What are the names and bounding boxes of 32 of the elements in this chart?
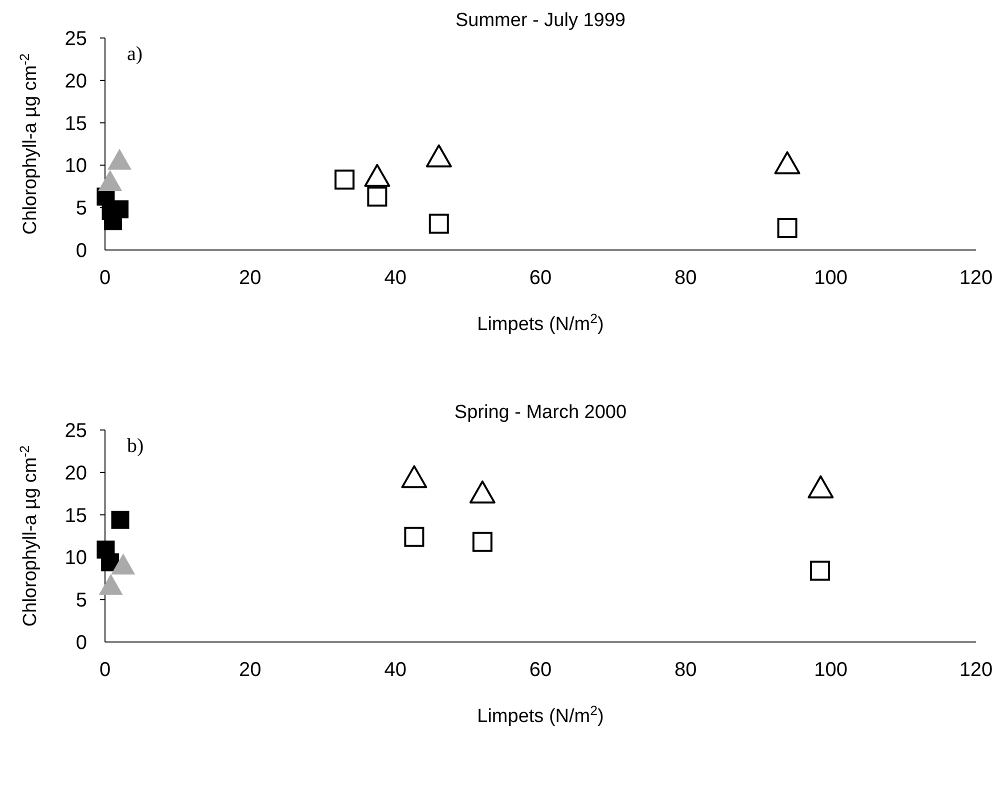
x-tick-label: 100 (814, 659, 848, 681)
x-tick-label: 120 (959, 267, 993, 289)
y-tick-label: 25 (64, 28, 87, 50)
x-axis-title: Limpets (N/m$^{2}$) (477, 310, 604, 335)
y-tick-label: 20 (64, 70, 87, 92)
chart-title: Summer - July 1999 (455, 10, 626, 31)
y-tick-label: 5 (76, 590, 87, 612)
y-tick-label: 10 (64, 547, 87, 570)
x-tick-label: 0 (99, 267, 111, 289)
x-tick-label: 0 (99, 659, 111, 681)
y-tick-label: 15 (64, 504, 87, 527)
x-tick-label: 80 (674, 267, 697, 289)
y-tick-label: 25 (64, 420, 87, 442)
x-tick-label: 20 (239, 267, 262, 289)
x-tick-label: 100 (814, 267, 848, 289)
x-tick-label: 120 (959, 659, 993, 681)
x-tick-label: 40 (384, 267, 406, 289)
annotation: b) (127, 435, 144, 457)
x-tick-label: 80 (674, 659, 697, 681)
x-tick-label: 60 (529, 267, 552, 289)
x-axis-title: Limpets (N/m$^{2}$) (477, 702, 604, 727)
y-tick-label: 10 (64, 155, 87, 178)
chart-title: Spring - March 2000 (454, 402, 627, 423)
y-tick-label: 5 (76, 198, 87, 220)
x-tick-label: 20 (239, 659, 262, 681)
y-tick-label: 0 (76, 632, 87, 654)
y-tick-label: 20 (64, 462, 87, 484)
annotation: a) (127, 43, 143, 65)
y-tick-label: 15 (64, 112, 87, 135)
y-tick-label: 0 (76, 240, 87, 262)
x-tick-label: 40 (384, 659, 406, 681)
x-tick-label: 60 (529, 659, 552, 681)
